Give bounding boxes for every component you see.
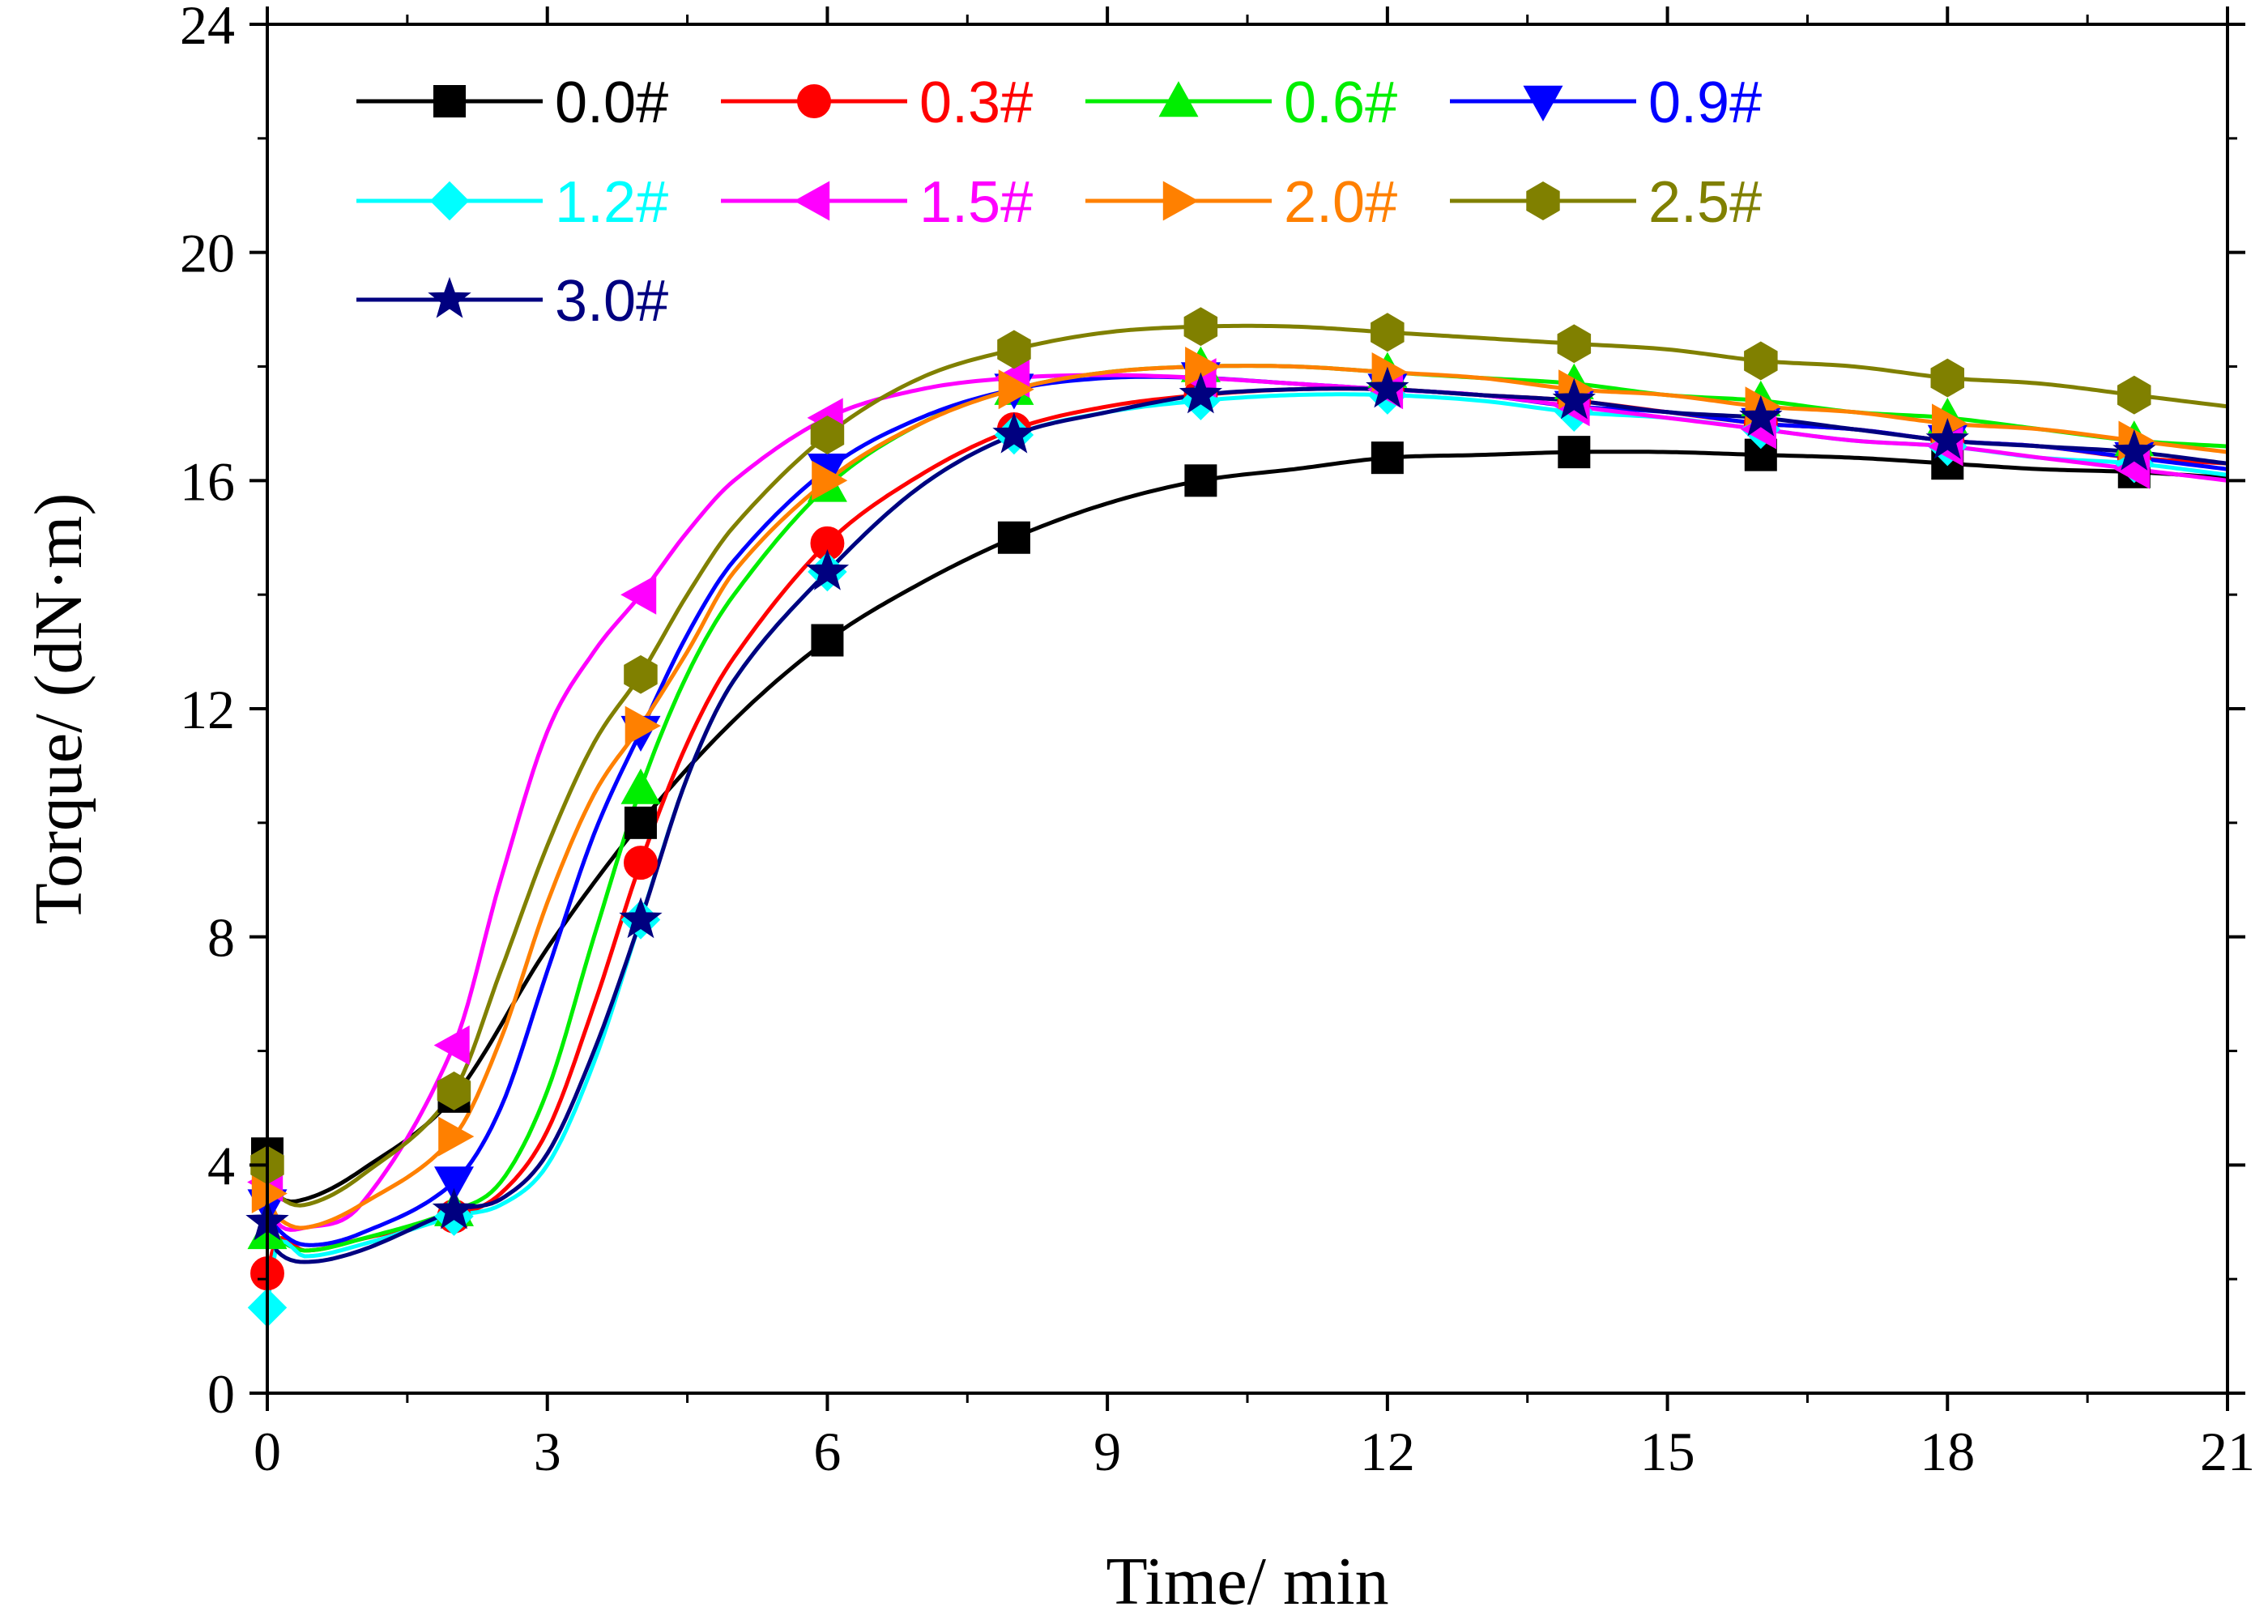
legend-item-4: 1.2# — [356, 170, 668, 235]
legend-label-7: 2.5# — [1648, 170, 1762, 235]
legend-marker-4 — [429, 181, 470, 221]
legend-label-0: 0.0# — [555, 70, 668, 135]
legend-item-1: 0.3# — [721, 70, 1033, 135]
axes: 0 3 6 9 12 15 18 21 0 4 8 12 16 20 24 — [180, 0, 2255, 1482]
legend-item-2: 0.6# — [1085, 70, 1397, 135]
series-line-7 — [265, 323, 2228, 1208]
series-7-marker-8 — [1744, 341, 1778, 381]
legend-item-5: 1.5# — [721, 170, 1033, 235]
series-line-0 — [265, 450, 2228, 1204]
x-axis-title: Time/ min — [1106, 1544, 1388, 1619]
series-8-marker-6 — [1366, 366, 1409, 408]
legend-marker-2 — [1158, 81, 1199, 117]
series-0-marker-3 — [811, 624, 844, 657]
series-0-marker-7 — [1558, 436, 1591, 469]
x-tick-label-5: 15 — [1640, 1421, 1695, 1482]
legend: 0.0# 0.3# 0.6# 0.9# 1.2# 1.5# 2.0# 2.5# 3.0# — [356, 70, 1762, 334]
x-tick-label-7: 21 — [2200, 1421, 2255, 1482]
legend-marker-1 — [797, 84, 831, 118]
x-tick-label-4: 12 — [1360, 1421, 1415, 1482]
series-5-marker-2 — [620, 574, 657, 615]
legend-item-6: 2.0# — [1085, 170, 1397, 235]
legend-item-0: 0.0# — [356, 70, 668, 135]
x-tick-label-6: 18 — [1920, 1421, 1975, 1482]
series-lines — [265, 323, 2228, 1308]
y-tick-label-3: 12 — [180, 679, 235, 740]
legend-marker-5 — [794, 181, 830, 221]
legend-marker-6 — [1162, 181, 1199, 221]
series-6-marker-1 — [438, 1116, 475, 1157]
series-7-marker-7 — [1557, 324, 1592, 364]
legend-label-4: 1.2# — [555, 170, 668, 235]
series-6-marker-3 — [812, 460, 848, 501]
y-tick-label-5: 20 — [180, 223, 235, 284]
series-markers — [245, 307, 2156, 1328]
x-tick-label-2: 6 — [813, 1421, 841, 1482]
y-tick-label-4: 16 — [180, 450, 235, 512]
legend-label-6: 2.0# — [1284, 170, 1397, 235]
series-0-marker-2 — [624, 806, 657, 839]
series-8-marker-1 — [432, 1187, 476, 1230]
series-line-6 — [265, 364, 2228, 1230]
series-7-marker-5 — [1183, 307, 1218, 347]
series-0-marker-5 — [1184, 464, 1217, 497]
series-6-marker-2 — [625, 705, 661, 746]
series-7-marker-6 — [1371, 313, 1405, 352]
legend-marker-3 — [1523, 85, 1563, 121]
y-tick-label-6: 24 — [180, 0, 235, 56]
legend-item-3: 0.9# — [1450, 70, 1762, 135]
legend-marker-8 — [428, 276, 471, 318]
series-6-marker-0 — [251, 1173, 288, 1214]
series-8-marker-3 — [805, 548, 850, 590]
series-8-marker-7 — [1552, 377, 1597, 420]
series-line-5 — [265, 373, 2228, 1232]
series-5-marker-1 — [433, 1025, 470, 1066]
series-3-marker-1 — [434, 1166, 474, 1203]
series-0-marker-6 — [1371, 441, 1404, 475]
series-8-marker-9 — [1925, 418, 1969, 459]
y-tick-label-1: 4 — [207, 1135, 235, 1196]
legend-marker-0 — [433, 85, 466, 117]
series-6-marker-4 — [998, 369, 1034, 410]
series-8-marker-5 — [1179, 372, 1223, 414]
legend-label-5: 1.5# — [919, 170, 1033, 235]
series-7-marker-2 — [624, 654, 658, 694]
legend-item-8: 3.0# — [356, 269, 668, 334]
series-8-marker-10 — [2112, 429, 2156, 471]
legend-label-3: 0.9# — [1648, 70, 1762, 135]
legend-label-1: 0.3# — [919, 70, 1033, 135]
series-7-marker-4 — [997, 330, 1031, 369]
x-tick-label-0: 0 — [254, 1421, 281, 1482]
series-8-marker-8 — [1739, 394, 1783, 437]
y-axis-title: Torque/ (dN·m) — [21, 493, 96, 925]
series-2-marker-2 — [620, 768, 661, 804]
series-7-marker-3 — [810, 416, 845, 454]
series-8-marker-2 — [619, 897, 663, 939]
series-6-marker-5 — [1185, 347, 1221, 386]
series-7-marker-9 — [1930, 358, 1964, 398]
series-line-4 — [265, 392, 2228, 1308]
series-1-marker-2 — [624, 846, 658, 880]
legend-item-7: 2.5# — [1450, 170, 1762, 235]
legend-label-8: 3.0# — [555, 269, 668, 334]
y-tick-label-2: 8 — [207, 907, 235, 969]
series-7-marker-1 — [437, 1071, 471, 1110]
y-tick-label-0: 0 — [207, 1363, 235, 1425]
series-line-8 — [265, 386, 2228, 1264]
series-7-marker-10 — [2117, 375, 2151, 415]
legend-label-2: 0.6# — [1284, 70, 1397, 135]
x-tick-label-3: 9 — [1094, 1421, 1121, 1482]
legend-marker-7 — [1526, 181, 1560, 220]
series-8-marker-4 — [992, 411, 1036, 454]
series-0-marker-4 — [997, 521, 1030, 554]
x-tick-label-1: 3 — [534, 1421, 561, 1482]
